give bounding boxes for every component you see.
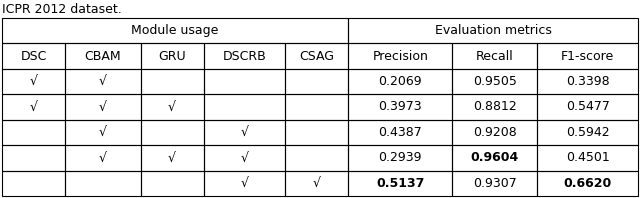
Bar	[537, 120, 638, 145]
Bar	[348, 170, 452, 196]
Text: 0.4501: 0.4501	[566, 151, 609, 164]
Text: 0.9208: 0.9208	[473, 126, 516, 139]
Bar	[537, 94, 638, 120]
Text: Module usage: Module usage	[131, 24, 219, 37]
Bar	[141, 69, 204, 94]
Bar	[204, 170, 285, 196]
Bar	[348, 43, 452, 69]
Bar	[537, 43, 638, 69]
Text: 0.5942: 0.5942	[566, 126, 609, 139]
Text: 0.3973: 0.3973	[378, 101, 422, 113]
Bar	[285, 120, 348, 145]
Bar	[204, 43, 285, 69]
Text: CSAG: CSAG	[300, 50, 334, 63]
Text: GRU: GRU	[158, 50, 186, 63]
Bar	[141, 145, 204, 170]
Bar	[285, 69, 348, 94]
Bar	[452, 43, 537, 69]
Text: 0.8812: 0.8812	[473, 101, 516, 113]
Bar	[204, 94, 285, 120]
Text: 0.9505: 0.9505	[473, 75, 516, 88]
Text: 0.2069: 0.2069	[378, 75, 422, 88]
Text: √: √	[241, 177, 248, 190]
Bar	[204, 145, 285, 170]
Text: √: √	[99, 151, 107, 164]
Text: √: √	[99, 101, 107, 113]
Bar	[2, 145, 65, 170]
Bar	[2, 170, 65, 196]
Bar	[452, 170, 537, 196]
Bar	[285, 43, 348, 69]
Text: 0.9604: 0.9604	[470, 151, 519, 164]
Bar	[65, 43, 141, 69]
Bar	[141, 94, 204, 120]
Bar	[537, 145, 638, 170]
Text: √: √	[99, 126, 107, 139]
Text: 0.3398: 0.3398	[566, 75, 609, 88]
Text: √: √	[241, 151, 248, 164]
Bar	[65, 94, 141, 120]
Bar	[2, 43, 65, 69]
Bar	[204, 120, 285, 145]
Text: √: √	[168, 101, 176, 113]
Text: √: √	[99, 75, 107, 88]
Text: 0.4387: 0.4387	[378, 126, 422, 139]
Bar	[65, 145, 141, 170]
Text: 0.5137: 0.5137	[376, 177, 424, 190]
Text: 0.2939: 0.2939	[378, 151, 422, 164]
Bar	[2, 69, 65, 94]
Bar	[204, 69, 285, 94]
Bar	[452, 120, 537, 145]
Bar	[65, 69, 141, 94]
Text: √: √	[29, 101, 38, 113]
Bar	[348, 69, 452, 94]
Bar	[537, 69, 638, 94]
Bar	[285, 94, 348, 120]
Bar	[65, 120, 141, 145]
Text: √: √	[168, 151, 176, 164]
Bar	[348, 94, 452, 120]
Bar	[141, 170, 204, 196]
Text: √: √	[313, 177, 321, 190]
Bar	[348, 145, 452, 170]
Text: ICPR 2012 dataset.: ICPR 2012 dataset.	[2, 3, 122, 16]
Bar	[285, 170, 348, 196]
Text: 0.5477: 0.5477	[566, 101, 609, 113]
Bar	[141, 120, 204, 145]
Bar	[348, 18, 638, 43]
Text: Evaluation metrics: Evaluation metrics	[435, 24, 552, 37]
Bar	[348, 120, 452, 145]
Text: CBAM: CBAM	[84, 50, 121, 63]
Text: DSC: DSC	[20, 50, 47, 63]
Text: Precision: Precision	[372, 50, 428, 63]
Bar	[2, 94, 65, 120]
Bar	[2, 18, 348, 43]
Bar	[141, 43, 204, 69]
Text: DSCRB: DSCRB	[223, 50, 266, 63]
Text: F1-score: F1-score	[561, 50, 614, 63]
Bar	[452, 94, 537, 120]
Text: √: √	[29, 75, 38, 88]
Bar	[452, 69, 537, 94]
Text: 0.6620: 0.6620	[563, 177, 612, 190]
Bar	[2, 120, 65, 145]
Text: √: √	[241, 126, 248, 139]
Bar	[65, 170, 141, 196]
Text: Recall: Recall	[476, 50, 514, 63]
Bar	[285, 145, 348, 170]
Text: 0.9307: 0.9307	[473, 177, 516, 190]
Bar	[452, 145, 537, 170]
Bar	[537, 170, 638, 196]
